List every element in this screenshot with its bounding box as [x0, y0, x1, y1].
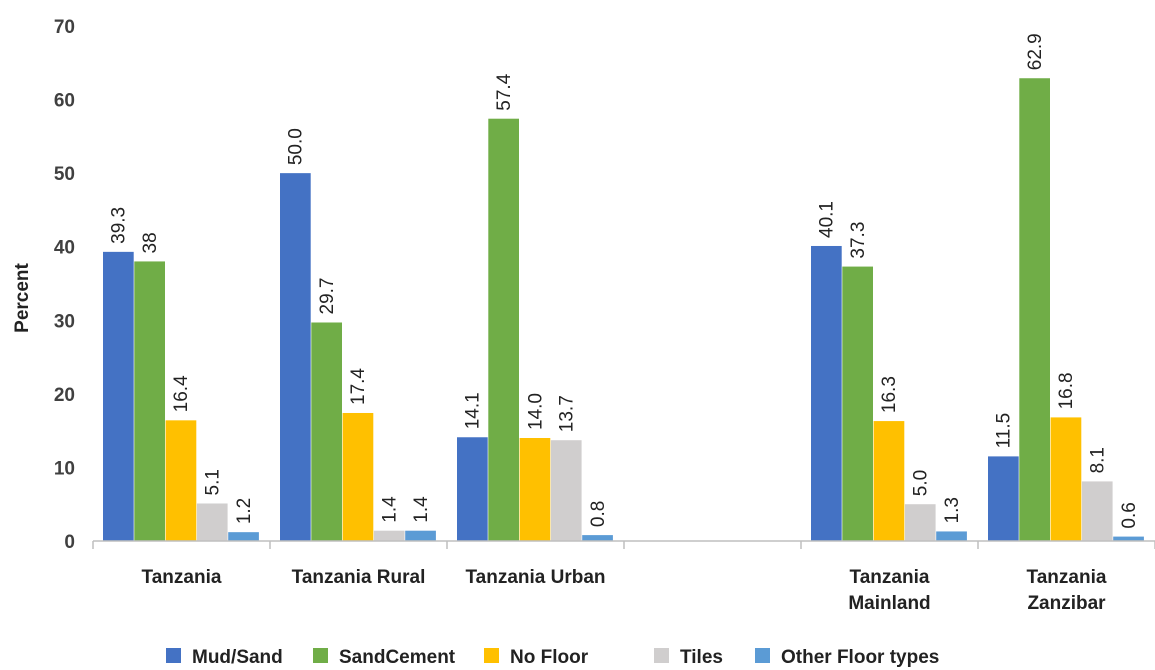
bar — [165, 420, 197, 541]
data-label: 57.4 — [494, 73, 515, 110]
y-tick-label: 10 — [54, 458, 75, 479]
bar — [457, 437, 488, 541]
legend-label: No Floor — [510, 647, 589, 668]
y-tick-label: 30 — [54, 311, 75, 332]
bar — [519, 438, 551, 541]
data-label: 39.3 — [109, 207, 130, 244]
legend-label: Tiles — [680, 647, 723, 668]
data-label: 62.9 — [1025, 33, 1046, 70]
data-label: 16.3 — [879, 376, 900, 413]
bar — [134, 261, 165, 541]
y-tick-label: 20 — [54, 385, 75, 406]
y-tick-label: 50 — [54, 164, 75, 185]
y-tick-label: 60 — [54, 91, 75, 112]
bar — [311, 322, 342, 541]
data-label: 1.4 — [380, 496, 401, 523]
legend-swatch — [755, 648, 770, 663]
bar — [936, 531, 967, 541]
category-label: Zanzibar — [1027, 593, 1106, 614]
bar — [196, 503, 228, 541]
data-label: 8.1 — [1088, 447, 1109, 473]
data-label: 16.4 — [171, 375, 192, 412]
data-label: 13.7 — [557, 395, 578, 432]
category-label: Tanzania Urban — [465, 567, 605, 588]
data-label: 5.1 — [203, 469, 224, 495]
bar — [1081, 481, 1113, 541]
y-tick-label: 0 — [64, 532, 75, 553]
bar — [988, 456, 1019, 541]
bar — [373, 530, 405, 541]
bar — [550, 440, 582, 541]
bar — [342, 412, 374, 541]
bar — [1019, 78, 1050, 542]
bar — [488, 118, 519, 541]
data-label: 14.1 — [463, 392, 484, 429]
bar — [405, 530, 436, 541]
category-label: Tanzania Rural — [292, 567, 426, 588]
bar — [1050, 417, 1082, 541]
bar — [873, 421, 905, 541]
data-labels: 39.3 38 16.4 5.1 1.2 50.0 29.7 17.4 1.4 1.4 14.1 57… — [109, 33, 1140, 528]
data-label: 29.7 — [317, 278, 338, 315]
legend-swatch — [313, 648, 328, 663]
x-axis: Tanzania Tanzania Rural Tanzania Urban Tanz… — [92, 540, 1155, 614]
data-label: 38 — [140, 232, 161, 253]
legend-swatch — [166, 648, 181, 663]
category-label: Mainland — [848, 593, 930, 614]
data-label: 5.0 — [911, 470, 932, 496]
data-label: 1.4 — [411, 496, 432, 523]
data-label: 1.3 — [942, 497, 963, 523]
bar — [811, 245, 842, 542]
legend-label: SandCement — [339, 647, 456, 668]
bar — [842, 266, 873, 541]
data-label: 0.8 — [588, 501, 609, 527]
bar — [1113, 536, 1144, 541]
data-label: 0.6 — [1119, 502, 1140, 528]
data-label: 50.0 — [286, 128, 307, 165]
category-label: Tanzania — [850, 567, 930, 588]
bar — [103, 251, 134, 542]
legend-swatch — [484, 648, 499, 663]
data-label: 40.1 — [817, 201, 838, 238]
data-label: 37.3 — [848, 222, 869, 259]
legend-swatch — [654, 648, 669, 663]
data-label: 1.2 — [234, 498, 255, 524]
bar — [228, 532, 259, 541]
data-label: 16.8 — [1056, 372, 1077, 409]
data-label: 14.0 — [525, 393, 546, 430]
legend-label: Other Floor types — [781, 647, 939, 668]
data-label: 17.4 — [348, 368, 369, 405]
legend-label: Mud/Sand — [192, 647, 283, 668]
legend: Mud/Sand SandCement No Floor Tiles Other Flo… — [166, 647, 939, 668]
category-label: Tanzania — [142, 567, 222, 588]
bar — [582, 535, 613, 541]
y-axis: 0 10 20 30 40 50 60 70 — [54, 17, 75, 553]
bar — [904, 504, 936, 541]
y-tick-label: 40 — [54, 238, 75, 259]
y-tick-label: 70 — [54, 17, 75, 38]
bar — [280, 173, 311, 541]
bars — [103, 78, 1144, 542]
data-label: 11.5 — [994, 413, 1015, 449]
category-label: Tanzania — [1027, 567, 1107, 588]
y-axis-label: Percent — [12, 262, 33, 332]
